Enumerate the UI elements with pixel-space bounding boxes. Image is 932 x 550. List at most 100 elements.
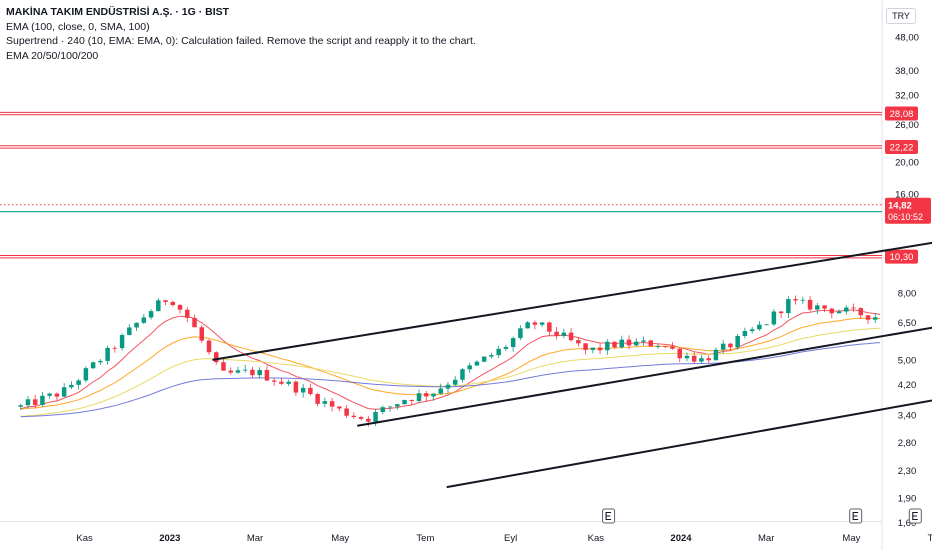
candle-body xyxy=(807,299,813,310)
indicator-ema-ribbon[interactable]: EMA 20/50/100/200 xyxy=(6,49,99,62)
candle-body xyxy=(467,365,472,370)
candle-body xyxy=(322,401,328,404)
level-price-tag xyxy=(885,106,918,121)
candle-body xyxy=(185,309,190,318)
y-tick-label: 4,20 xyxy=(898,380,917,391)
candle-body xyxy=(300,387,306,393)
y-tick-label: 16,00 xyxy=(895,189,919,200)
candle-body xyxy=(742,331,748,336)
ema-200-line xyxy=(20,342,880,418)
current-price-tag xyxy=(885,197,931,224)
y-tick-label: 8,00 xyxy=(898,288,917,299)
candle-body xyxy=(264,369,270,381)
y-tick-label: 1,90 xyxy=(898,493,917,504)
countdown-label: 06:10:52 xyxy=(888,212,923,222)
candle-body xyxy=(192,317,197,328)
candle-body xyxy=(619,339,625,348)
candle-body xyxy=(597,347,603,351)
candle-body xyxy=(279,381,284,384)
candle-body xyxy=(329,401,335,407)
candle-body xyxy=(351,415,357,418)
candle-body xyxy=(228,370,233,373)
candle-body xyxy=(54,393,60,397)
candle-body xyxy=(416,393,422,401)
candle-body xyxy=(40,395,45,405)
candle-body xyxy=(32,399,38,405)
candle-body xyxy=(90,362,96,369)
candle-body xyxy=(583,343,588,350)
candle-body xyxy=(793,299,798,301)
x-tick-label: Kas xyxy=(76,533,93,544)
candle-body xyxy=(156,300,161,312)
candle-body xyxy=(858,308,864,316)
candle-body xyxy=(684,355,690,359)
candle-body xyxy=(127,327,132,335)
candle-body xyxy=(271,380,277,382)
candle-body xyxy=(235,370,241,373)
candle-body xyxy=(460,369,465,380)
candle-body xyxy=(206,340,212,353)
candle-body xyxy=(344,408,349,416)
letter-e-glyph xyxy=(605,511,612,521)
candle-body xyxy=(641,340,646,342)
indicator-supertrend[interactable]: Supertrend · 240 (10, EMA: EMA, 0): Calc… xyxy=(6,35,476,47)
candle-body xyxy=(634,341,639,346)
candle-body xyxy=(778,311,784,314)
candle-body xyxy=(83,368,89,381)
candle-body xyxy=(373,412,378,422)
currency-button[interactable]: TRY xyxy=(886,8,916,24)
y-tick-label: 2,80 xyxy=(898,438,917,449)
candle-body xyxy=(655,346,661,348)
x-tick-label: May xyxy=(842,533,860,544)
candle-body xyxy=(438,388,443,394)
level-price-tag xyxy=(885,249,918,264)
candle-body xyxy=(561,332,567,336)
candle-body xyxy=(474,361,480,366)
level-price-label: 22,22 xyxy=(890,142,914,153)
candle-body xyxy=(713,349,719,361)
level-price-tag xyxy=(885,139,918,154)
candle-body xyxy=(119,334,125,349)
candle-body xyxy=(822,305,827,309)
candle-body xyxy=(61,387,67,397)
candle-body xyxy=(337,406,342,409)
candle-body xyxy=(691,355,697,362)
candle-body xyxy=(757,324,762,330)
candle-body xyxy=(366,418,371,422)
y-tick-label: 5,00 xyxy=(898,355,917,366)
candle-body xyxy=(105,347,110,361)
price-axis-panel xyxy=(882,0,932,550)
candle-body xyxy=(851,307,856,309)
trend-line xyxy=(357,326,932,427)
candle-body xyxy=(749,329,755,332)
candle-body xyxy=(424,393,429,397)
ema-100-line xyxy=(20,327,880,417)
candle-body xyxy=(25,399,31,406)
ema-20-line xyxy=(20,309,880,410)
y-tick-label: 1,60 xyxy=(898,518,917,529)
candle-body xyxy=(706,358,711,361)
candle-body xyxy=(163,300,168,302)
candle-body xyxy=(315,394,320,404)
indicator-ema-100[interactable]: EMA (100, close, 0, SMA, 100) xyxy=(6,20,150,33)
candle-body xyxy=(134,322,139,328)
x-tick-label: May xyxy=(331,533,349,544)
candle-body xyxy=(293,381,299,393)
trend-line xyxy=(212,241,932,361)
candle-body xyxy=(800,299,806,301)
candle-body xyxy=(525,322,530,329)
candle-body xyxy=(409,400,415,401)
x-tick-label: Tem xyxy=(416,533,434,544)
candle-body xyxy=(547,322,552,332)
candle-body xyxy=(728,343,733,348)
candle-body xyxy=(670,346,675,349)
candle-body xyxy=(431,393,436,397)
letter-e-glyph xyxy=(852,511,859,521)
candle-body xyxy=(568,332,574,341)
candle-body xyxy=(98,360,103,363)
x-tick-label: Mar xyxy=(758,533,774,544)
candle-body xyxy=(358,417,364,419)
y-tick-label: 3,40 xyxy=(898,410,917,421)
symbol-title[interactable]: MAKİNA TAKIM ENDÜSTRİSİ A.Ş. · 1G · BIST xyxy=(6,6,230,18)
